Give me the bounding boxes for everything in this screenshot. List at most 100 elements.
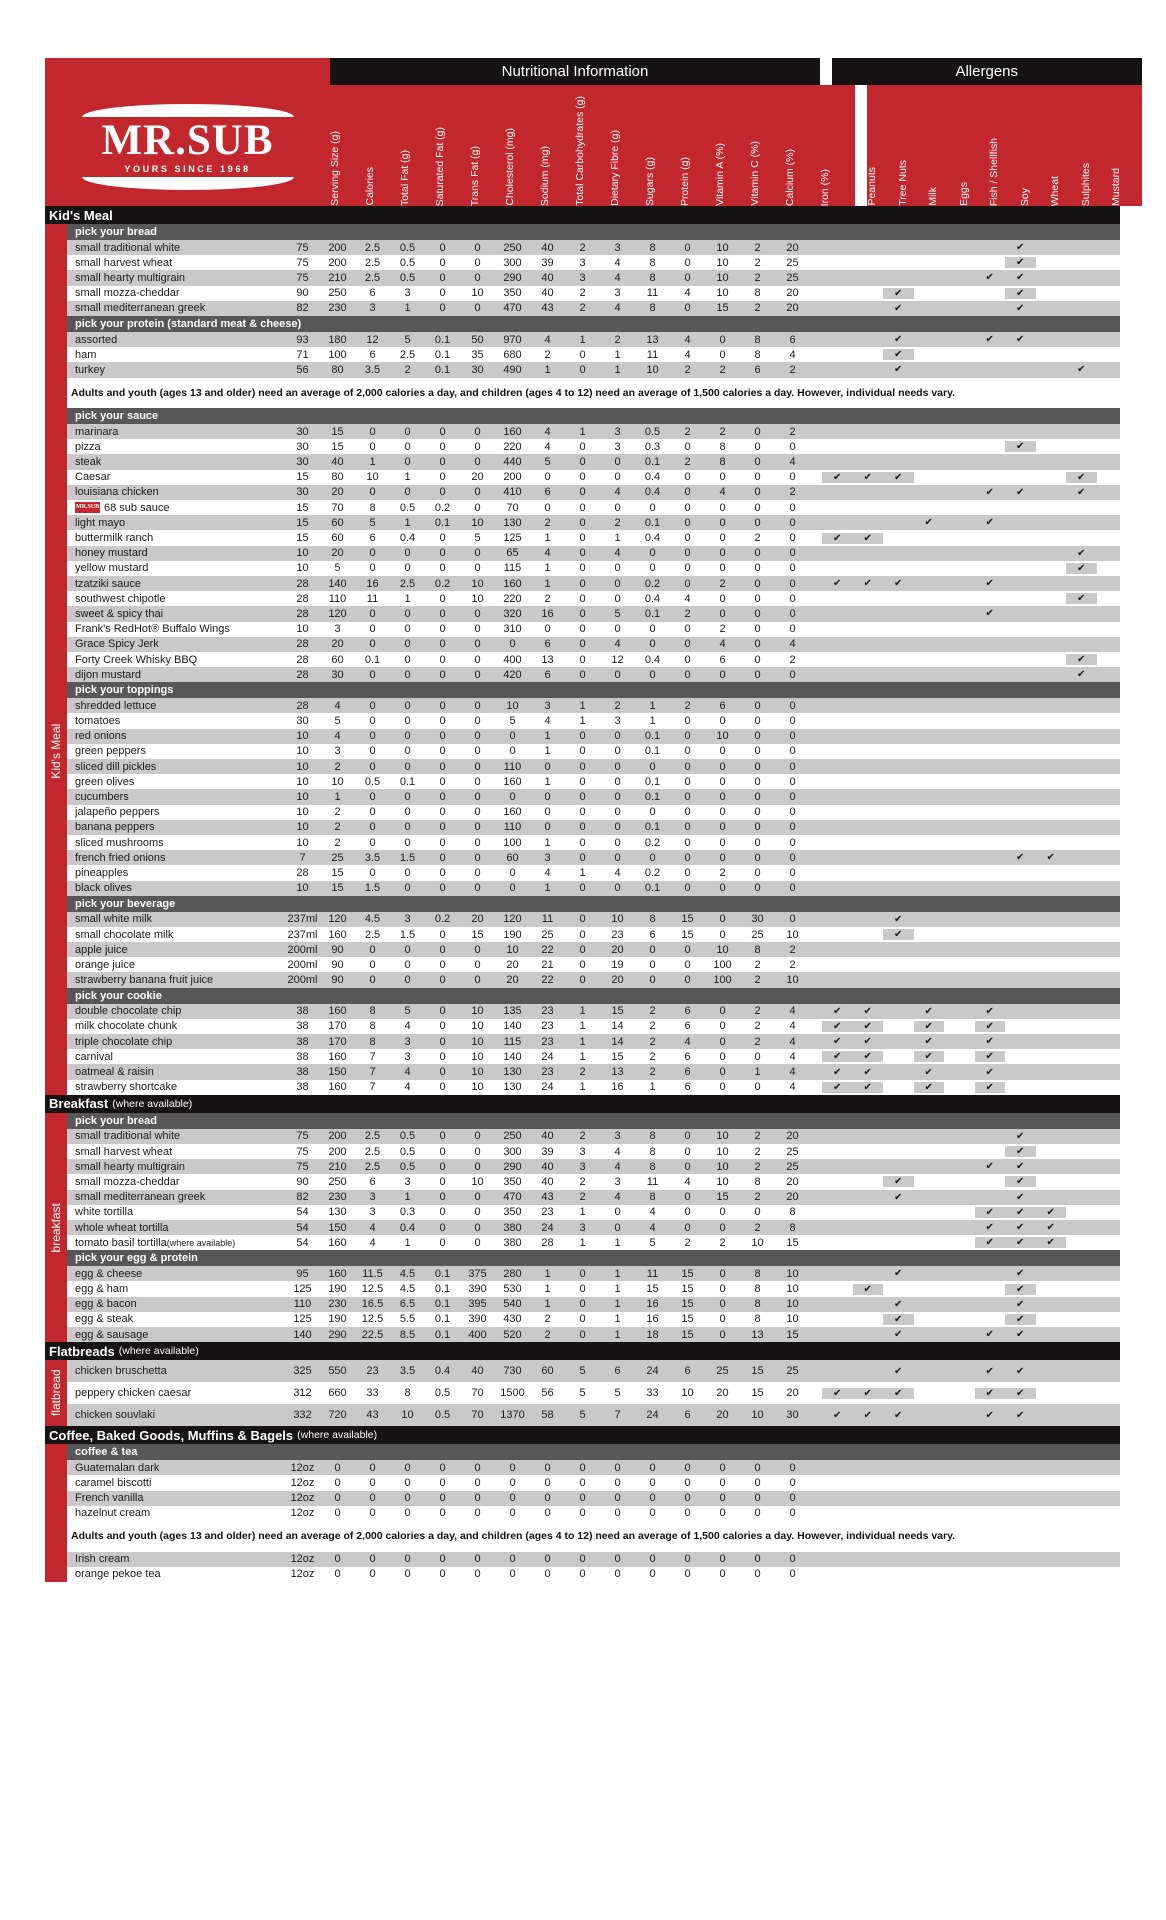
nutrient-value-0: 38: [296, 1005, 309, 1018]
nutrient-value-7: 1: [544, 836, 551, 849]
nutrient-value-10: 0: [649, 501, 656, 514]
nutrient-value-6: 10: [506, 699, 519, 712]
nutrient-value-5: 50: [471, 333, 484, 346]
nutrient-value-1: 290: [328, 1328, 347, 1341]
nutrient-value-8: 0: [579, 623, 586, 636]
nutrient-value-9: 7: [614, 1409, 621, 1422]
nutrient-value-6: 430: [503, 1313, 522, 1326]
nutrient-value-10: 0: [649, 974, 656, 987]
nutrient-value-5: 30: [471, 363, 484, 376]
nutrient-value-10: 0.1: [644, 607, 661, 620]
nutrient-value-11: 15: [681, 1313, 694, 1326]
nutrient-value-5: 0: [474, 851, 481, 864]
nutrient-value-7: 4: [544, 715, 551, 728]
nutrition-table: Kid's Meal pick your bread small tradition…: [45, 206, 1120, 1582]
nutrient-value-3: 0.4: [399, 1221, 416, 1234]
nutrient-value-13: 0: [754, 562, 761, 575]
nutrient-value-8: 0: [579, 745, 586, 758]
nutrient-value-3: 2: [404, 363, 411, 376]
group-header: coffee & tea: [67, 1444, 1120, 1461]
nutrient-value-5: 10: [471, 1035, 484, 1048]
nutrient-value-3: 0.5: [399, 501, 416, 514]
nutrient-value-0: 10: [296, 791, 309, 803]
nutrient-value-14: 10: [786, 1313, 799, 1326]
nutrient-value-9: 1: [614, 1298, 621, 1311]
item-name: honey mustard: [75, 547, 148, 560]
allergen-mark-6: ✔: [1005, 1268, 1036, 1280]
item-name: egg & sausage: [75, 1328, 149, 1341]
nutrient-value-9: 2: [614, 516, 621, 529]
nutrient-value-6: 300: [503, 256, 522, 269]
nutrient-value-2: 0.5: [364, 775, 381, 788]
nutrient-value-0: 38: [296, 1050, 309, 1063]
nutrient-value-4: 0: [439, 271, 446, 284]
nutrient-value-2: 8: [369, 1005, 376, 1018]
nutrient-value-11: 4: [684, 1035, 691, 1048]
allergen-header-8: Mustard: [1110, 168, 1122, 206]
nutrient-value-8: 0: [579, 607, 586, 620]
nutrient-value-3: 0: [404, 1568, 411, 1581]
table-row: hazelnut cream 12oz 0 0 0 0 0 0 0 0 0 0 0 0 0 0: [67, 1505, 1120, 1521]
nutrient-value-9: 0: [614, 1492, 621, 1505]
nutrient-value-9: 4: [614, 271, 621, 284]
allergen-mark-3: ✔: [913, 1005, 944, 1017]
nutrient-value-8: 0: [579, 1553, 586, 1566]
allergen-mark-6: ✔: [1005, 1365, 1036, 1377]
item-name: French vanilla: [75, 1492, 144, 1505]
table-row: yellow mustard 10 5 0 0 0 0 115 1 0 0 0 0 0 0 0 ✔: [67, 560, 1120, 576]
nutrient-value-3: 0: [404, 821, 411, 834]
nutrient-value-9: 0: [614, 456, 621, 469]
nutrient-value-6: 115: [503, 1035, 522, 1048]
nutrient-value-5: 0: [474, 836, 481, 849]
nutrient-value-0: 200ml: [287, 958, 318, 971]
nutrient-value-6: 470: [503, 1191, 522, 1204]
nutrient-value-14: 0: [789, 1492, 796, 1505]
nutrient-value-7: 43: [541, 302, 554, 315]
nutrient-value-10: 1: [649, 715, 656, 728]
nutrient-value-1: 0: [334, 1477, 341, 1489]
nutrient-value-0: 93: [296, 333, 309, 346]
nutrient-value-13: 2: [754, 302, 761, 315]
allergen-mark-6: ✔: [1005, 1191, 1036, 1203]
section-rail-label: Kid's Meal: [49, 723, 63, 779]
nutrient-value-6: 0: [509, 866, 516, 879]
nutrient-value-11: 0: [684, 577, 691, 590]
nutrient-value-8: 1: [579, 1035, 586, 1048]
nutrient-value-7: 1: [544, 1267, 551, 1280]
nutrient-value-8: 2: [579, 1066, 586, 1078]
nutrient-value-2: 2.5: [364, 928, 381, 941]
nutrient-value-12: 0: [719, 592, 726, 605]
nutrient-value-5: 400: [468, 1328, 487, 1341]
nutrient-value-12: 0: [719, 562, 726, 575]
allergen-mark-6: ✔: [1005, 1161, 1036, 1173]
nutrient-value-0: 12oz: [290, 1553, 315, 1566]
nutrient-value-6: 410: [503, 486, 522, 499]
item-name: green peppers: [75, 745, 146, 758]
nutrient-value-13: 2: [754, 241, 761, 254]
nutrient-value-5: 0: [474, 821, 481, 834]
nutrient-value-6: 0: [509, 1461, 516, 1474]
nutrient-value-9: 4: [614, 866, 621, 879]
nutrient-value-11: 0: [684, 866, 691, 879]
nutrient-value-11: 15: [681, 1267, 694, 1280]
nutrient-value-12: 2: [719, 866, 726, 879]
nutrient-value-8: 0: [579, 913, 586, 926]
item-name: sweet & spicy thai: [75, 607, 164, 620]
allergen-header-4: Fish / Shellfish: [988, 137, 1000, 206]
nutrient-value-14: 4: [789, 456, 796, 469]
nutrient-value-3: 0: [404, 486, 411, 499]
nutrient-value-0: 75: [296, 271, 309, 284]
allergen-mark-2: ✔: [883, 1387, 914, 1399]
group-header: pick your sauce: [67, 408, 1120, 425]
nutrient-value-14: 2: [789, 943, 796, 956]
nutrient-value-6: 100: [503, 836, 522, 849]
nutrient-value-10: 0.2: [644, 866, 661, 879]
nutrient-value-14: 2: [789, 486, 796, 499]
nutrient-value-9: 0: [614, 623, 621, 636]
item-name: small white milk: [75, 913, 153, 926]
nutrient-value-10: 8: [649, 1130, 656, 1143]
nutrient-value-11: 0: [684, 851, 691, 864]
nutrient-value-6: 250: [503, 241, 522, 254]
table-row: Grace Spicy Jerk 28 20 0 0 0 0 0 6 0 4 0 0 4 0 4: [67, 636, 1120, 652]
nutrient-value-5: 0: [474, 486, 481, 499]
